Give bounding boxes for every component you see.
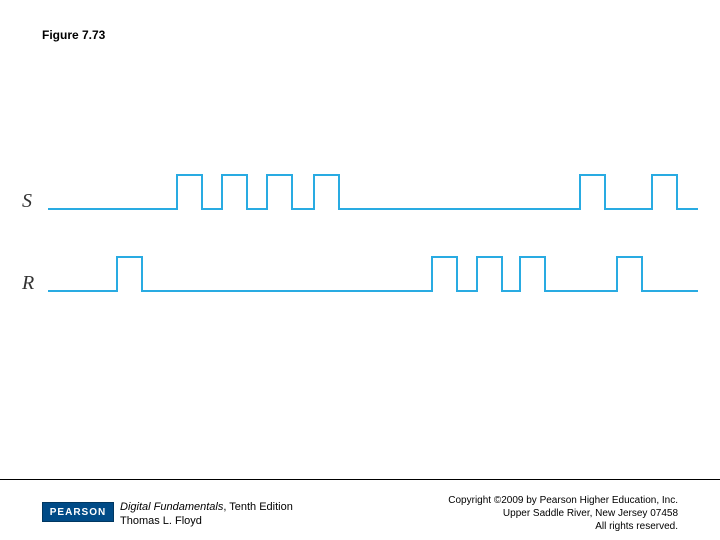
signal-label-r: R [22,272,34,295]
figure-title: Figure 7.73 [42,28,105,42]
copyright-line3: All rights reserved. [595,521,678,532]
timing-svg [22,155,698,315]
book-info: Digital Fundamentals, Tenth Edition Thom… [120,500,293,529]
copyright-line2: Upper Saddle River, New Jersey 07458 [503,508,678,519]
timing-diagram: S R [22,155,698,315]
copyright: Copyright ©2009 by Pearson Higher Educat… [448,494,678,533]
signal-waveform-s [48,175,698,209]
copyright-line1: Copyright ©2009 by Pearson Higher Educat… [448,495,678,506]
signal-label-s: S [22,190,32,213]
footer: PEARSON Digital Fundamentals, Tenth Edit… [0,479,720,540]
author: Thomas L. Floyd [120,515,202,527]
book-edition: , Tenth Edition [223,501,293,513]
pearson-logo: PEARSON [42,502,114,522]
book-title: Digital Fundamentals [120,501,223,513]
signal-waveform-r [48,257,698,291]
